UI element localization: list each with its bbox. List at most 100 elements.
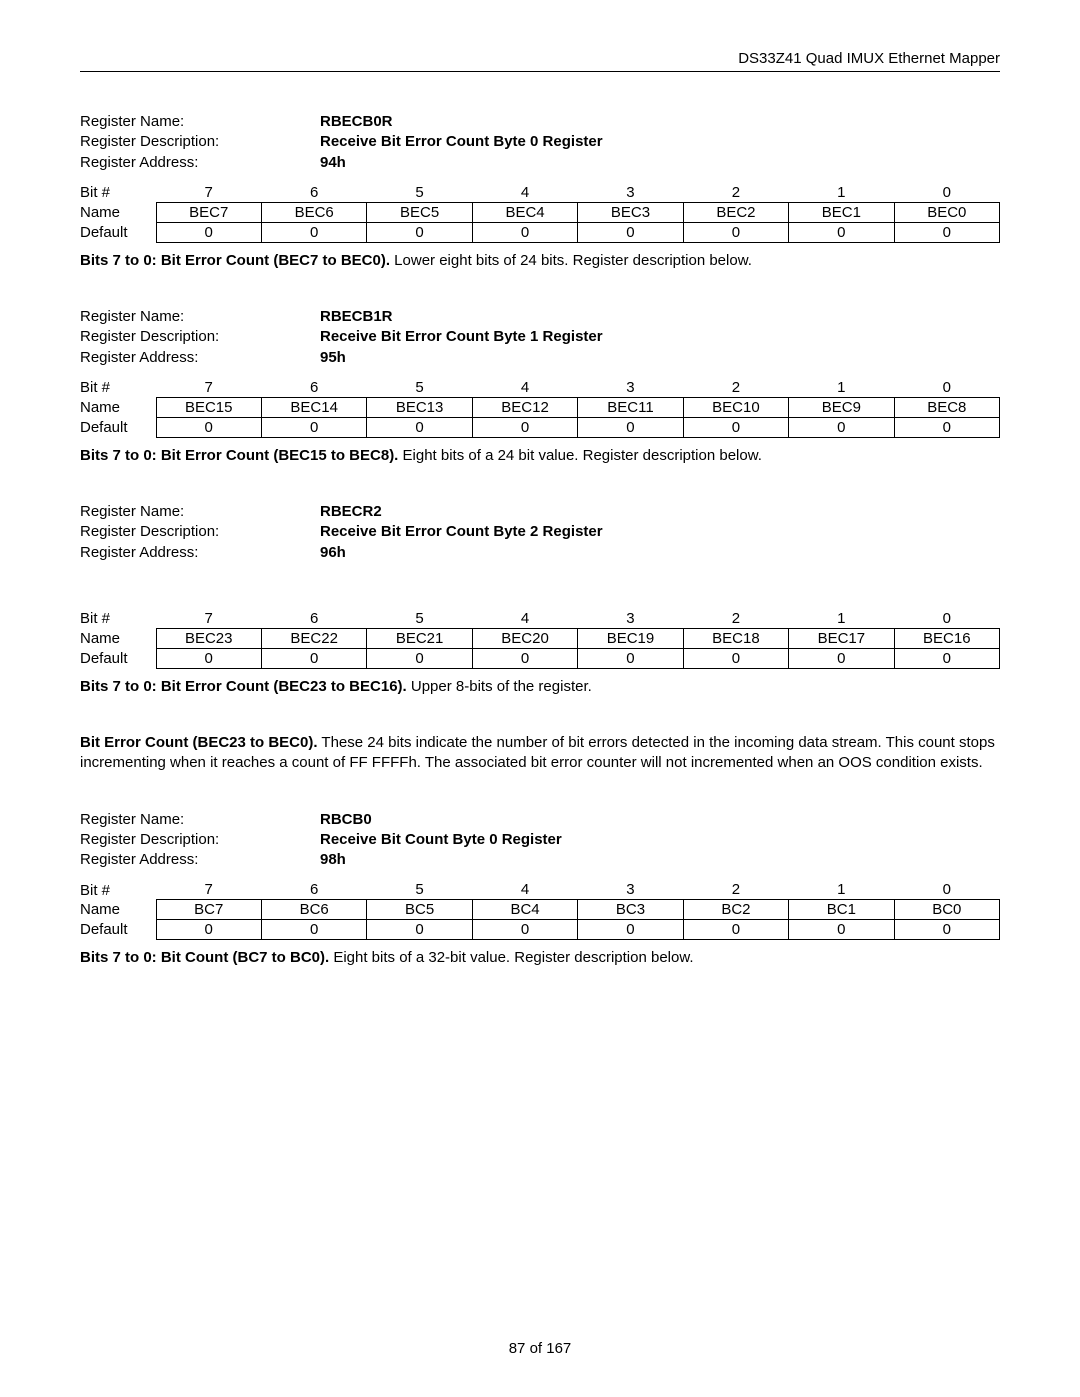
register-meta-label: Register Name:	[80, 502, 320, 522]
table-cell: 0	[367, 648, 472, 668]
table-cell: 0	[789, 648, 894, 668]
register-meta-row: Register Description:Receive Bit Error C…	[80, 132, 1000, 152]
table-cell: BEC2	[683, 202, 788, 222]
register-section: Register Name:RBECB0RRegister Descriptio…	[80, 112, 1000, 271]
table-cell: 4	[472, 880, 577, 900]
register-meta-label: Register Name:	[80, 810, 320, 830]
table-cell: 0	[261, 417, 366, 437]
row-label: Bit #	[80, 609, 156, 629]
register-meta-row: Register Address:94h	[80, 153, 1000, 173]
table-cell: 0	[578, 920, 683, 940]
register-meta-row: Register Description:Receive Bit Error C…	[80, 522, 1000, 542]
row-label: Default	[80, 648, 156, 668]
table-cell: 0	[261, 648, 366, 668]
table-cell: 7	[156, 183, 261, 203]
table-cell: BEC4	[472, 202, 577, 222]
table-cell: 0	[683, 648, 788, 668]
bit-table: Bit #76543210NameBEC7BEC6BEC5BEC4BEC3BEC…	[80, 183, 1000, 243]
table-cell: 0	[367, 417, 472, 437]
register-meta: Register Name:RBECR2Register Description…	[80, 502, 1000, 563]
table-cell: BEC3	[578, 202, 683, 222]
table-cell: 0	[789, 417, 894, 437]
table-cell: 4	[472, 609, 577, 629]
table-cell: 0	[578, 648, 683, 668]
register-meta-value: 94h	[320, 153, 346, 173]
table-cell: 0	[894, 920, 999, 940]
table-cell: 0	[261, 920, 366, 940]
table-cell: 0	[894, 378, 999, 398]
document-title: DS33Z41 Quad IMUX Ethernet Mapper	[738, 50, 1000, 67]
table-cell: 5	[367, 378, 472, 398]
row-label: Bit #	[80, 880, 156, 900]
register-description-text: Bits 7 to 0: Bit Error Count (BEC7 to BE…	[80, 251, 1000, 271]
bit-table: Bit #76543210NameBEC15BEC14BEC13BEC12BEC…	[80, 378, 1000, 438]
table-cell: 0	[472, 222, 577, 242]
row-label: Name	[80, 628, 156, 648]
register-meta-value: RBECB0R	[320, 112, 393, 132]
table-cell: 0	[894, 183, 999, 203]
table-cell: 0	[472, 648, 577, 668]
register-description-text: Bits 7 to 0: Bit Error Count (BEC23 to B…	[80, 677, 1000, 697]
table-cell: 0	[156, 417, 261, 437]
table-cell: BC7	[156, 900, 261, 920]
register-section: Register Name:RBECB1RRegister Descriptio…	[80, 307, 1000, 466]
table-cell: BEC23	[156, 628, 261, 648]
register-meta-label: Register Address:	[80, 153, 320, 173]
register-extra-description: Bit Error Count (BEC23 to BEC0). These 2…	[80, 733, 1000, 774]
row-label: Bit #	[80, 378, 156, 398]
table-cell: 0	[156, 222, 261, 242]
table-cell: 4	[472, 378, 577, 398]
row-label: Name	[80, 202, 156, 222]
row-label: Default	[80, 920, 156, 940]
document-header: DS33Z41 Quad IMUX Ethernet Mapper	[80, 50, 1000, 72]
table-cell: 2	[683, 183, 788, 203]
table-cell: BEC17	[789, 628, 894, 648]
table-cell: 0	[367, 920, 472, 940]
table-row: Bit #76543210	[80, 183, 1000, 203]
table-cell: BEC14	[261, 397, 366, 417]
desc-lead: Bits 7 to 0: Bit Count (BC7 to BC0).	[80, 949, 329, 966]
register-meta: Register Name:RBECB0RRegister Descriptio…	[80, 112, 1000, 173]
register-description-text: Bits 7 to 0: Bit Error Count (BEC15 to B…	[80, 446, 1000, 466]
register-meta-value: 96h	[320, 543, 346, 563]
register-meta-value: RBECB1R	[320, 307, 393, 327]
page: DS33Z41 Quad IMUX Ethernet Mapper Regist…	[0, 0, 1080, 1397]
register-section: Register Name:RBCB0Register Description:…	[80, 810, 1000, 969]
table-row: Default00000000	[80, 222, 1000, 242]
desc-lead: Bit Error Count (BEC23 to BEC0).	[80, 734, 318, 751]
table-row: Bit #76543210	[80, 378, 1000, 398]
desc-lead: Bits 7 to 0: Bit Error Count (BEC7 to BE…	[80, 252, 390, 269]
page-number: 87 of 167	[0, 1340, 1080, 1357]
registers-container: Register Name:RBECB0RRegister Descriptio…	[80, 112, 1000, 969]
register-meta-value: Receive Bit Error Count Byte 2 Register	[320, 522, 603, 542]
table-cell: BC1	[789, 900, 894, 920]
desc-rest: Lower eight bits of 24 bits. Register de…	[390, 252, 752, 269]
table-cell: 0	[789, 920, 894, 940]
table-cell: 7	[156, 880, 261, 900]
table-cell: 0	[578, 222, 683, 242]
table-row: Default00000000	[80, 648, 1000, 668]
table-row: NameBEC7BEC6BEC5BEC4BEC3BEC2BEC1BEC0	[80, 202, 1000, 222]
table-cell: 3	[578, 609, 683, 629]
table-cell: 0	[261, 222, 366, 242]
table-row: Default00000000	[80, 417, 1000, 437]
table-cell: 3	[578, 880, 683, 900]
table-cell: 6	[261, 183, 366, 203]
table-cell: 6	[261, 880, 366, 900]
table-cell: 1	[789, 609, 894, 629]
table-cell: 2	[683, 378, 788, 398]
table-cell: 0	[578, 417, 683, 437]
table-cell: BEC12	[472, 397, 577, 417]
table-cell: 3	[578, 378, 683, 398]
table-cell: 0	[156, 920, 261, 940]
table-cell: 2	[683, 609, 788, 629]
register-meta-label: Register Address:	[80, 850, 320, 870]
table-cell: BC3	[578, 900, 683, 920]
register-meta-label: Register Address:	[80, 348, 320, 368]
register-meta-value: Receive Bit Error Count Byte 1 Register	[320, 327, 603, 347]
table-cell: BEC5	[367, 202, 472, 222]
table-cell: BEC7	[156, 202, 261, 222]
table-cell: BEC10	[683, 397, 788, 417]
register-meta-value: RBECR2	[320, 502, 382, 522]
table-row: Bit #76543210	[80, 880, 1000, 900]
